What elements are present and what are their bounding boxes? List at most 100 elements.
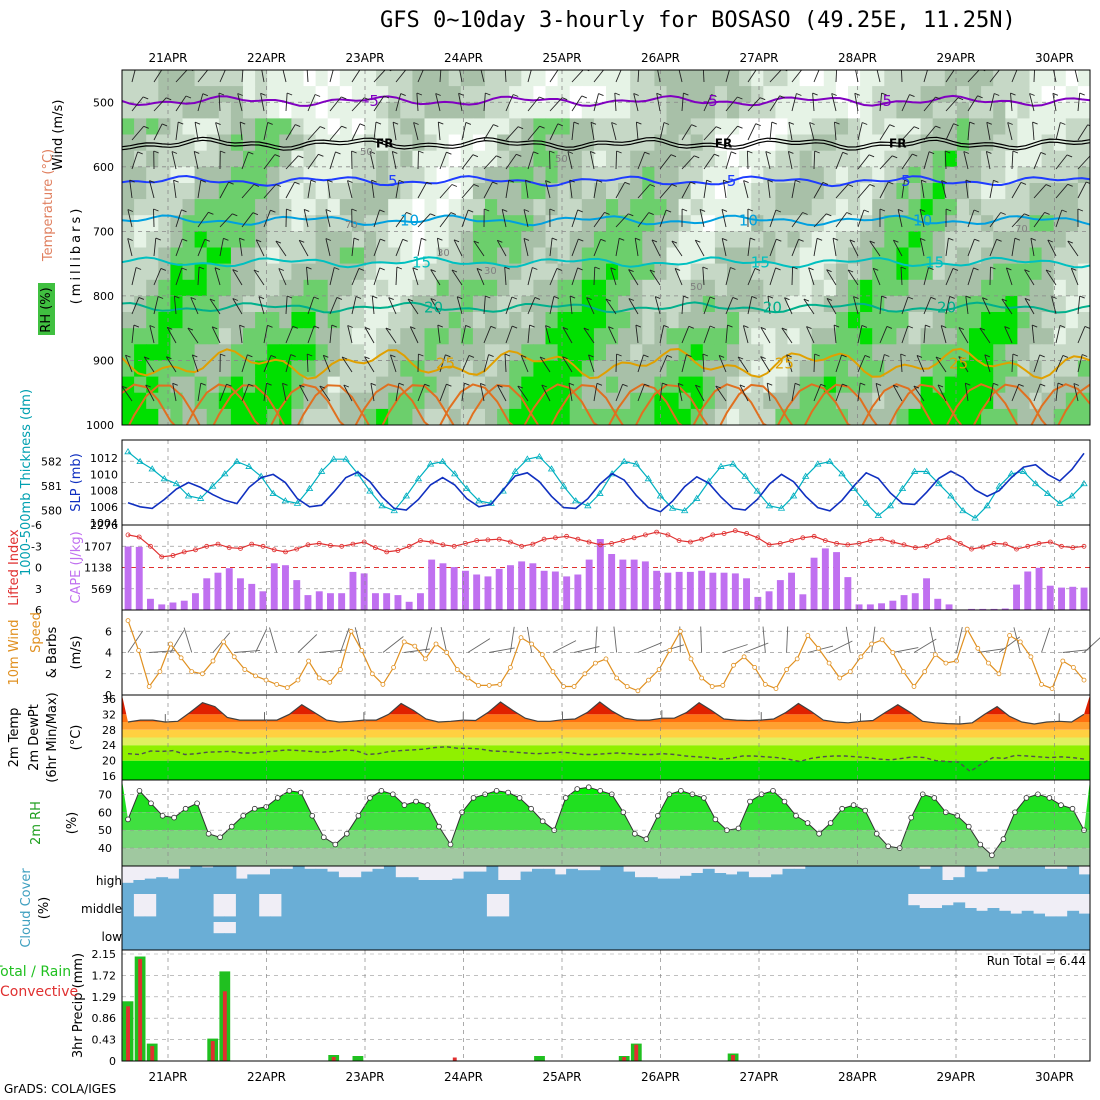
rh-cell [775, 279, 789, 297]
rh-cell [255, 102, 268, 119]
rh-cell [412, 86, 426, 103]
rh-cell [714, 328, 728, 345]
wind-barb-flag [948, 237, 954, 241]
wind-barb [571, 238, 579, 257]
wind-barb-flag [1051, 296, 1057, 299]
rh-cell [424, 392, 438, 410]
rh-cell [666, 199, 680, 216]
isotherm-label-15: 15 [412, 253, 431, 271]
cloud-high-bar [714, 873, 727, 894]
thickness-marker [789, 492, 798, 499]
rh-cell [835, 118, 849, 136]
rh-cell [303, 312, 317, 329]
slp-line [127, 452, 1085, 513]
rh-cell [339, 70, 353, 87]
wind-barb [129, 180, 133, 199]
cloud-high-bar [327, 871, 339, 894]
rh-cell [606, 231, 619, 249]
rh-cell [932, 344, 946, 361]
slp-tick-1010: 1010 [90, 468, 118, 481]
wind-barb-flag [596, 179, 603, 183]
ua-ylabel-temp: Temperature (°C) [41, 149, 56, 262]
wind-barb [497, 384, 507, 402]
rh-cell [775, 247, 789, 265]
wind-barb-flag [663, 122, 670, 125]
rh-cell [206, 134, 220, 152]
rh-marker [654, 812, 661, 819]
rh-marker [931, 795, 938, 801]
rh-cell [581, 392, 595, 410]
wind-barb [588, 354, 595, 373]
wind-barb-flag [760, 326, 767, 330]
rh-cell [606, 376, 619, 394]
rh-cell [146, 199, 159, 216]
wind-barb [545, 325, 551, 344]
wind-barb [459, 70, 463, 83]
wind-barb-flag [737, 125, 743, 129]
wind-barb-flag [161, 123, 168, 127]
rh-cell [472, 392, 486, 410]
wind-barb-flag [611, 122, 617, 125]
rh-cell [678, 102, 692, 119]
rh-cell [1053, 102, 1067, 119]
li-marker [429, 539, 435, 545]
wind-speed-marker [847, 669, 853, 674]
rh-cell [932, 199, 946, 216]
rh-cell [291, 360, 305, 378]
thickness-marker [148, 465, 156, 472]
rh-cell [702, 344, 716, 361]
wind-barb-flag [662, 382, 668, 386]
wind-barb [435, 93, 441, 112]
rh-cell [206, 118, 220, 136]
wind-barb [651, 239, 661, 257]
rh-cell [848, 231, 861, 249]
cape-bar [428, 559, 436, 610]
wind-barb-flag [153, 150, 159, 154]
rh-cell [860, 376, 873, 394]
cloud-low-bar [839, 922, 852, 950]
rh-cell [823, 199, 837, 216]
wind-barb [674, 268, 683, 286]
wind-speed-marker [773, 686, 779, 691]
rh-cell [315, 295, 329, 313]
rh-cell [158, 392, 171, 410]
wind-barb [967, 267, 974, 286]
cloud-middle-bar [383, 894, 396, 922]
rh-cell [376, 118, 389, 136]
temp-ylabel-2: (6hr Min/Max) [45, 692, 60, 782]
cloud-middle-bar [429, 894, 442, 922]
rh-cell [230, 231, 244, 249]
isotherm-label-FR: FR [715, 136, 732, 150]
wind-barb [505, 94, 514, 112]
cloud-high-bar [349, 877, 362, 894]
rh-cell [327, 102, 341, 119]
wind-barb [193, 151, 199, 170]
wind-barb-flag [695, 384, 701, 388]
rh-cell [400, 344, 413, 361]
cape-bar [484, 576, 492, 610]
wind-barb-flag [497, 384, 503, 388]
rh-cell [170, 166, 184, 184]
cloud-low-bar [486, 922, 499, 950]
li-marker [946, 535, 952, 541]
wind-barb [417, 70, 424, 83]
wind-barb [989, 239, 998, 257]
wind-barb-flag [635, 237, 641, 241]
wind-barb-flag [430, 269, 436, 273]
rh-cell [364, 312, 377, 329]
wind-barb [813, 70, 820, 83]
rh-cell [896, 86, 910, 103]
thickness-marker [874, 511, 882, 519]
thickness-marker [620, 457, 628, 465]
rh-cell [436, 392, 450, 410]
wind-barb-flag [610, 267, 616, 271]
rh-cell [1005, 263, 1018, 281]
wind-barb-flag [760, 97, 766, 101]
rh-marker [217, 834, 223, 841]
cloud-middle-bar [964, 908, 977, 922]
wind-barb-flag [380, 238, 386, 242]
rh-cell [666, 312, 680, 329]
cloud-middle-bar [805, 894, 818, 922]
wind-speed-marker [964, 626, 970, 632]
li-marker [879, 536, 884, 542]
